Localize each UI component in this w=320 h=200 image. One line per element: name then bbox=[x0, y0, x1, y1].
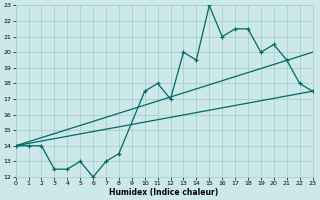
X-axis label: Humidex (Indice chaleur): Humidex (Indice chaleur) bbox=[109, 188, 219, 197]
